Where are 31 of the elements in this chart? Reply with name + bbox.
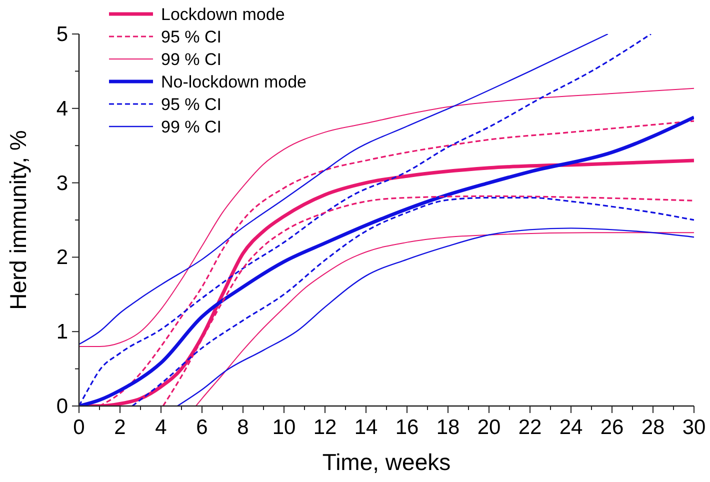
x-tick-label: 30 bbox=[682, 416, 706, 439]
x-tick-label: 22 bbox=[518, 416, 542, 439]
x-tick-label: 8 bbox=[237, 416, 249, 439]
x-tick-label: 26 bbox=[600, 416, 624, 439]
y-tick-label: 1 bbox=[56, 320, 68, 344]
legend-label: Lockdown mode bbox=[161, 5, 285, 24]
y-tick-label: 5 bbox=[56, 23, 68, 46]
x-tick-label: 24 bbox=[559, 416, 583, 439]
x-tick-label: 20 bbox=[477, 416, 501, 439]
y-tick-label: 3 bbox=[56, 172, 68, 195]
y-axis-title: Herd immunity, % bbox=[5, 130, 31, 310]
legend-label: 95 % CI bbox=[161, 95, 222, 114]
x-tick-label: 2 bbox=[114, 416, 126, 439]
y-tick-label: 2 bbox=[56, 246, 68, 270]
y-tick-label: 0 bbox=[56, 395, 68, 418]
x-tick-label: 0 bbox=[73, 416, 85, 439]
x-tick-label: 14 bbox=[354, 416, 378, 439]
x-tick-label: 18 bbox=[436, 416, 460, 439]
legend-label: 99 % CI bbox=[161, 50, 222, 69]
line-series bbox=[79, 88, 694, 347]
x-tick-label: 28 bbox=[641, 416, 665, 439]
legend-label: No-lockdown mode bbox=[161, 72, 307, 92]
x-tick-label: 6 bbox=[196, 416, 208, 439]
x-tick-label: 16 bbox=[395, 416, 419, 439]
x-tick-label: 4 bbox=[155, 416, 168, 439]
legend-label: 99 % CI bbox=[161, 118, 222, 136]
x-tick-label: 10 bbox=[272, 416, 296, 439]
y-tick-label: 4 bbox=[56, 97, 68, 120]
x-tick-label: 12 bbox=[313, 416, 337, 439]
legend-label: 95 % CI bbox=[161, 28, 222, 46]
x-axis-title: Time, weeks bbox=[322, 449, 451, 475]
